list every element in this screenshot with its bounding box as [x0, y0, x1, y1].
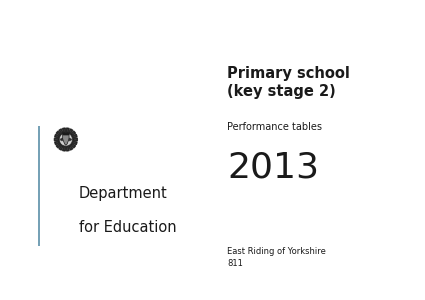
Text: 2013: 2013: [227, 150, 319, 184]
Text: East Riding of Yorkshire
811: East Riding of Yorkshire 811: [227, 248, 326, 268]
Text: for Education: for Education: [79, 220, 176, 236]
Text: Department: Department: [79, 186, 167, 201]
Text: Primary school
(key stage 2): Primary school (key stage 2): [227, 66, 350, 99]
Text: Performance tables: Performance tables: [227, 122, 323, 131]
